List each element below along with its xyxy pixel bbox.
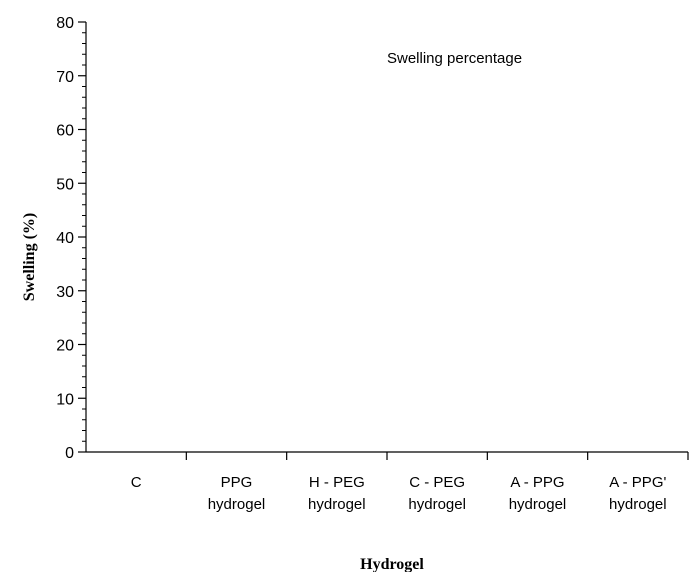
- axes: [85, 22, 689, 460]
- y-tick-label: 80: [56, 15, 74, 32]
- y-tick-label: 50: [56, 176, 74, 193]
- series-label: Swelling percentage: [387, 50, 522, 67]
- y-tick-label: 0: [65, 445, 74, 462]
- x-category-label: A - PPG': [609, 474, 666, 491]
- y-axis-title: Swelling (%): [21, 213, 38, 301]
- y-ticks: [78, 21, 86, 453]
- y-tick-label: 70: [56, 69, 74, 86]
- x-category-label: hydrogel: [208, 496, 266, 513]
- x-category-label: H - PEG: [309, 474, 365, 491]
- x-category-label: A - PPG: [510, 474, 564, 491]
- y-tick-label: 60: [56, 123, 74, 140]
- x-category-labels: C PPG hydrogel H - PEG hydrogel C - PEG hydrog…: [131, 474, 667, 513]
- x-category-label: hydrogel: [308, 496, 366, 513]
- x-category-label: PPG: [221, 474, 253, 491]
- y-tick-label: 10: [56, 391, 74, 408]
- y-tick-label: 40: [56, 230, 74, 247]
- x-category-label: C - PEG: [409, 474, 465, 491]
- y-tick-labels: 0 10 20 30 40 50 60 70 80: [56, 15, 74, 462]
- x-category-label: hydrogel: [408, 496, 466, 513]
- x-category-label: C: [131, 474, 142, 491]
- x-category-label: hydrogel: [509, 496, 567, 513]
- x-category-label: hydrogel: [609, 496, 667, 513]
- y-tick-label: 20: [56, 338, 74, 355]
- y-tick-label: 30: [56, 284, 74, 301]
- x-axis-title: Hydrogel: [360, 556, 424, 572]
